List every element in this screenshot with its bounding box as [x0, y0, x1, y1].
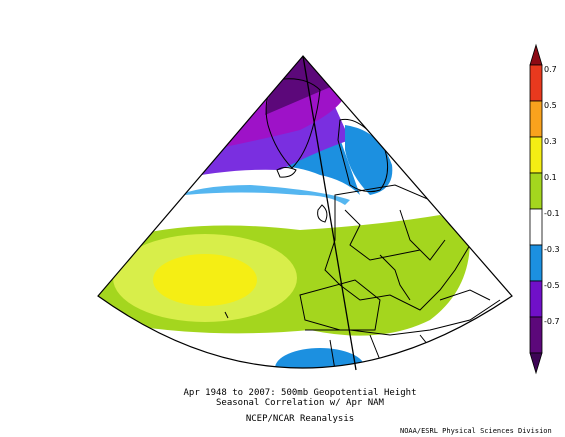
colorbar-segments	[529, 64, 543, 354]
iberia-outline	[299, 279, 381, 331]
positive-max-0.3	[153, 254, 257, 306]
colorbar-segment	[529, 208, 543, 246]
colorbar-tick-label: 0.5	[544, 101, 557, 110]
colorbar-top-arrow	[529, 43, 543, 66]
borders-3	[439, 289, 491, 301]
colorbar-segment	[529, 280, 543, 318]
southern-negative	[275, 348, 365, 368]
colorbar-segment	[529, 316, 543, 354]
north-africa-outline	[305, 299, 501, 336]
colorbar-segment	[529, 136, 543, 174]
figure-title-line2: Seasonal Correlation w/ Apr NAM	[216, 398, 384, 408]
colorbar-tick-label: -0.7	[544, 317, 560, 326]
colorbar-bottom-arrow	[529, 352, 543, 375]
island-outline	[224, 311, 229, 319]
colorbar-tick-label: -0.3	[544, 245, 560, 254]
colorbar-segment	[529, 64, 543, 102]
credit-text: NOAA/ESRL Physical Sciences Division	[400, 427, 552, 435]
colorbar-tick-label: 0.7	[544, 65, 557, 74]
map-frame	[97, 55, 513, 369]
scandinavia-negative	[345, 125, 393, 195]
prime-meridian-line	[302, 55, 357, 371]
colorbar-segment	[529, 172, 543, 210]
colorbar: 0.7 0.5 0.3 0.1 -0.1 -0.3 -0.5 -0.7	[529, 43, 560, 375]
british-isles-outline	[317, 204, 328, 223]
colorbar-tick-label: 0.1	[544, 173, 557, 182]
figure-title-line1: Apr 1948 to 2007: 500mb Geopotential Hei…	[183, 388, 417, 398]
negative-edge	[170, 185, 350, 205]
colorbar-segment	[529, 100, 543, 138]
borders-1	[344, 209, 421, 261]
borders-2	[399, 209, 446, 261]
colorbar-tick-label: -0.1	[544, 209, 560, 218]
figure-title-line3: NCEP/NCAR Reanalysis	[245, 414, 355, 424]
colorbar-tick-label: -0.5	[544, 281, 560, 290]
greenland-outline	[265, 78, 321, 169]
colorbar-ticks: 0.7 0.5 0.3 0.1 -0.1 -0.3 -0.5 -0.7	[544, 65, 560, 326]
italy-outline	[379, 254, 411, 301]
colorbar-tick-label: 0.3	[544, 137, 557, 146]
colorbar-segment	[529, 244, 543, 282]
iceland-outline	[276, 167, 297, 178]
